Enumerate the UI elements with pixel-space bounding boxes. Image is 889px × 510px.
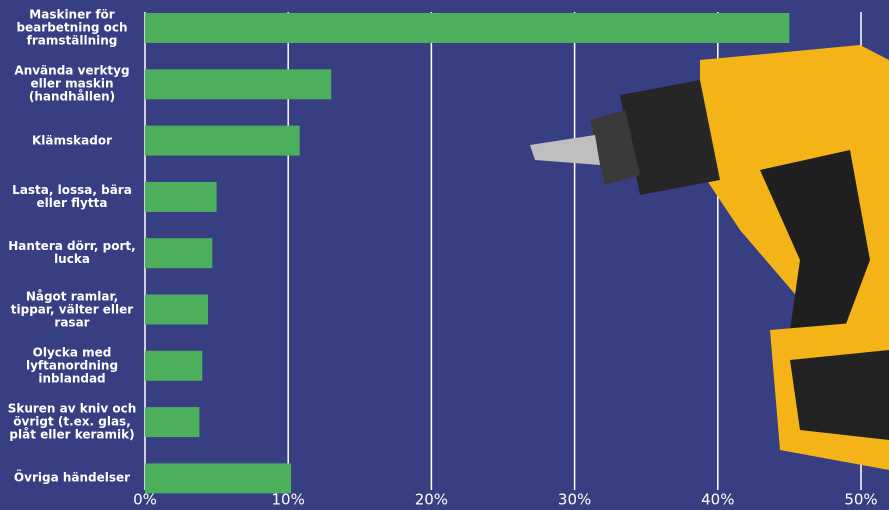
y-tick-label: Hantera dörr, port, lucka <box>8 239 136 267</box>
bar <box>145 294 209 325</box>
y-tick-label: Olycka med lyftanordning inblandad <box>25 345 119 386</box>
x-tick-label: 30% <box>558 491 591 509</box>
bars <box>145 13 790 494</box>
y-tick-label: Lasta, lossa, bära eller flytta <box>12 182 132 210</box>
bar <box>145 463 292 494</box>
bar <box>145 125 300 156</box>
x-tick-label: 40% <box>701 491 734 509</box>
bar <box>145 350 203 381</box>
y-tick-label: Övriga händelser <box>13 470 131 485</box>
x-tick-label: 10% <box>272 491 305 509</box>
bar <box>145 69 332 100</box>
y-tick-label: Maskiner för bearbetning och framställni… <box>16 7 128 48</box>
bar <box>145 13 790 43</box>
x-tick-label: 0% <box>133 491 157 509</box>
y-tick-label: Skuren av kniv och övrigt (t.ex. glas, p… <box>7 401 137 442</box>
drill-image <box>530 45 889 470</box>
bar <box>145 407 200 438</box>
y-tick-label: Använda verktyg eller maskin (handhållen… <box>14 63 130 104</box>
y-tick-label: Klämskador <box>32 133 112 148</box>
y-tick-label: Något ramlar, tippar, välter eller rasar <box>10 289 134 329</box>
x-tick-label: 50% <box>844 491 877 509</box>
bar <box>145 238 213 269</box>
x-tick-label: 20% <box>415 491 448 509</box>
bar <box>145 181 217 212</box>
